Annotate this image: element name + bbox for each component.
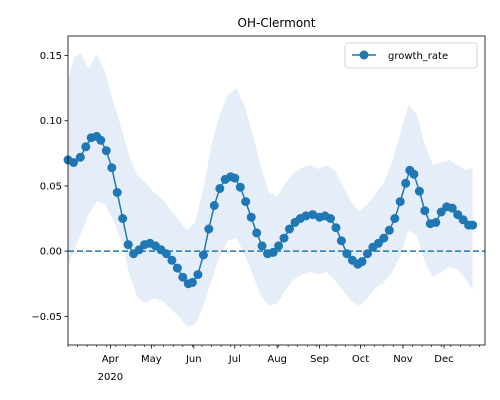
data-point [401,178,411,188]
data-point [274,241,284,251]
data-point [69,158,78,167]
legend-box [344,42,478,69]
data-point [161,249,171,259]
data-point [279,233,289,243]
data-point [172,263,182,273]
data-point [96,135,106,145]
data-point [187,277,197,287]
data-point [209,201,219,210]
data-point [75,152,85,162]
uncertainty-band [68,52,473,327]
data-point [167,255,177,265]
data-point [447,203,457,213]
data-point [107,163,117,173]
data-point [409,169,419,179]
data-point [331,223,341,233]
y-tick-label: 0.15 [40,51,62,62]
x-tick-label: Dec [434,354,453,365]
legend-marker-swatch [359,50,369,60]
data-point [112,188,122,197]
x-tick-label: Apr [102,354,120,365]
x-tick-label: May [141,354,162,365]
data-point [362,249,372,259]
x-tick-label: Sep [310,354,329,365]
y-tick-label: 0.10 [40,116,62,127]
y-tick-label: 0.00 [40,247,62,258]
data-point [342,249,352,259]
data-point [268,247,278,257]
data-point [81,142,91,152]
data-point [257,241,267,251]
data-point [431,217,441,227]
data-point [230,173,240,183]
x-tick-label: Aug [267,354,287,365]
data-point [285,224,294,234]
data-point [204,224,214,234]
plot-frame [67,35,486,346]
legend: growth_rate [344,42,478,69]
data-point [101,146,111,156]
data-point [241,197,251,207]
y-tick-label: −0.05 [31,312,62,323]
data-point [395,197,405,207]
data-point [384,225,394,235]
x-tick-label: Nov [393,354,413,365]
data-point [414,186,424,196]
data-point [379,233,389,243]
data-point [468,220,478,230]
legend-label: growth_rate [388,51,448,62]
data-point [193,270,203,280]
data-point [357,257,367,267]
data-point [198,250,208,260]
data-point [215,184,225,193]
data-point [308,210,318,220]
data-point [246,212,256,222]
y-tick-label: 0.05 [40,181,62,192]
x-tick-label: Jun [185,354,202,365]
data-point [118,214,128,223]
x-tick-label: Jul [228,354,241,365]
x-tick-label: Oct [352,354,369,365]
data-point [252,228,262,238]
y-axis: −0.05 0.00 0.05 0.10 0.15 [31,51,68,323]
x-axis: Apr May Jun Jul Aug Sep Oct Nov Dec 2020 [67,345,480,383]
data-point [336,236,346,246]
data-point [123,240,133,250]
series-marker-layer [63,131,478,289]
uncertainty-band-layer [68,52,473,327]
data-point [235,182,245,192]
data-point [390,214,400,223]
chart-title: OH-Clermont [238,16,316,30]
data-point [301,211,311,221]
data-point [326,214,335,223]
data-point [178,272,188,282]
data-point [420,206,430,216]
x-year-label: 2020 [98,372,123,383]
